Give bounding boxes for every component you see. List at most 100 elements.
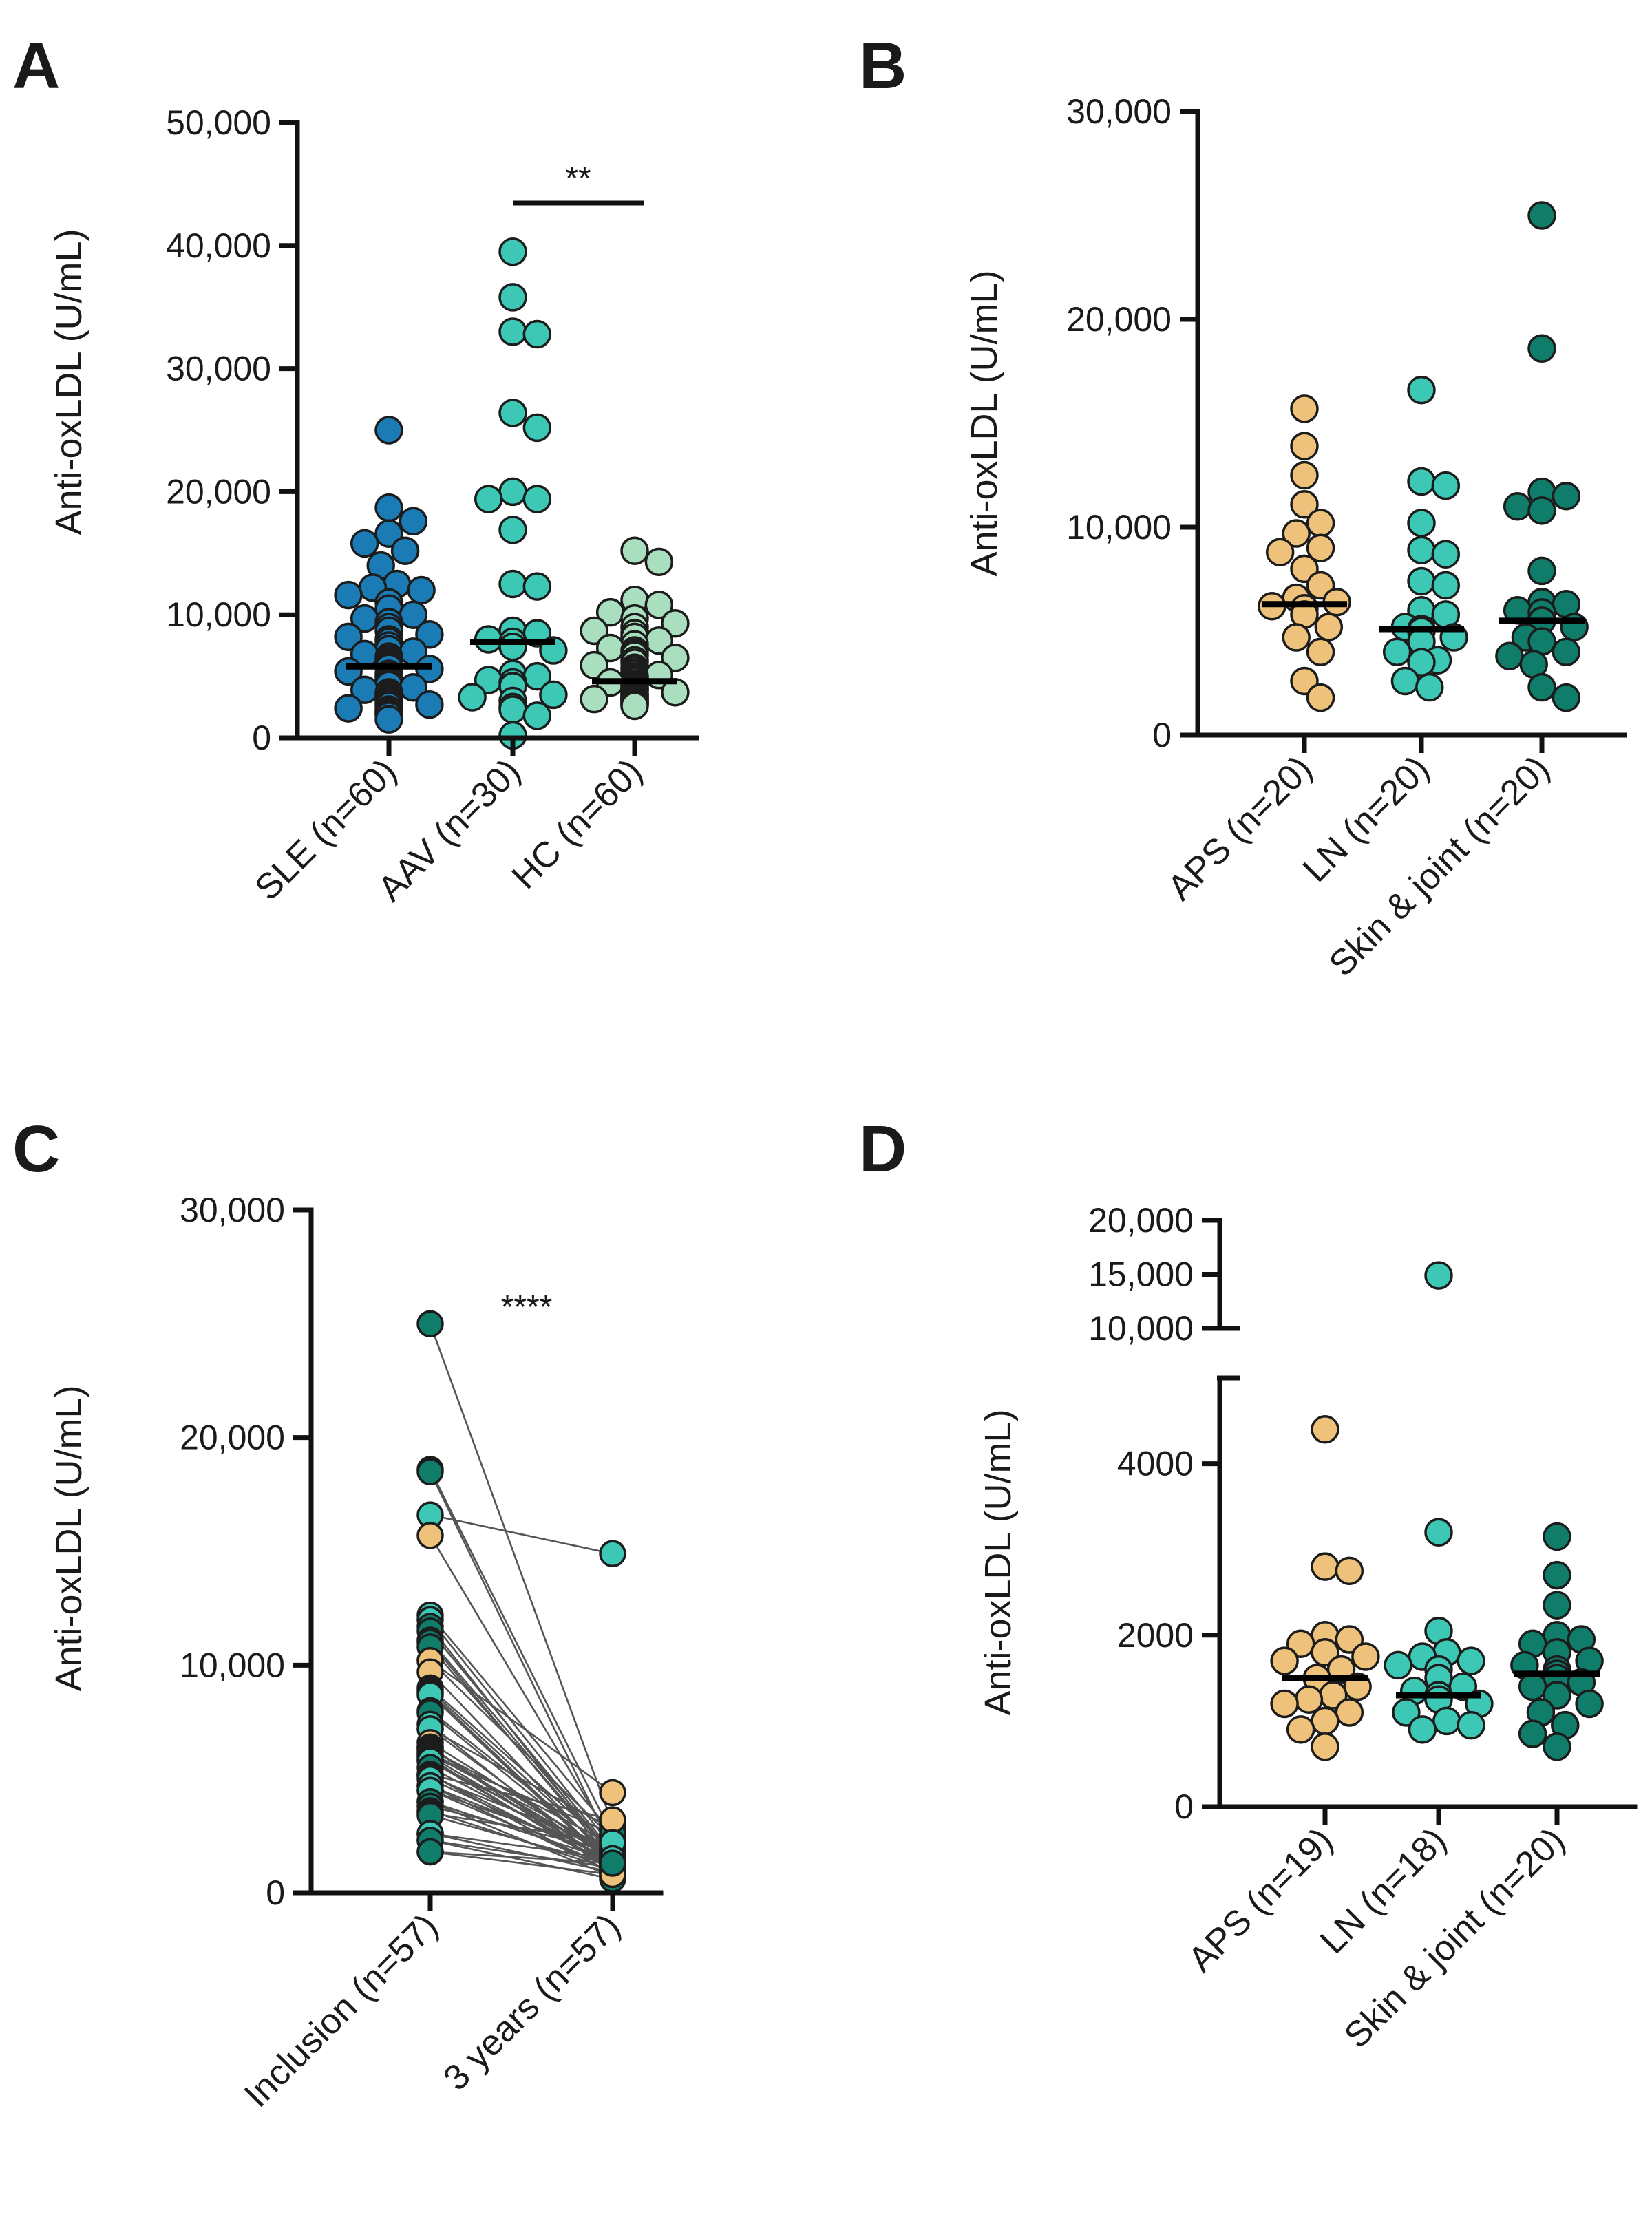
- data-point: [1270, 1646, 1299, 1675]
- data-point: [1543, 1522, 1571, 1551]
- panel-c-x-labels: Inclusion (n=57)3 years (n=57): [237, 1893, 628, 2115]
- data-point: [522, 701, 552, 730]
- data-point: [1527, 334, 1556, 363]
- data-point: [1290, 432, 1319, 460]
- pair-line: [430, 1753, 613, 1853]
- pair-line: [430, 1614, 613, 1834]
- panel-letter-b: B: [859, 29, 907, 103]
- data-point: [498, 569, 527, 599]
- pair-line: [430, 1766, 613, 1862]
- data-point: [661, 608, 690, 638]
- data-point: [1407, 566, 1436, 596]
- data-point: [1286, 1715, 1315, 1744]
- data-point: [1335, 1698, 1364, 1727]
- data-point: [1552, 637, 1581, 666]
- pair-line: [430, 1514, 613, 1555]
- data-point-inclusion: [416, 1310, 444, 1338]
- data-point: [1382, 637, 1412, 666]
- panel-d: D Anti-oxLDL (U/mL) 0 2000 4000 10,000 15,00…: [859, 1112, 1638, 2056]
- data-point: [1265, 538, 1295, 566]
- data-point: [522, 413, 552, 443]
- data-point-3-years: [599, 1540, 626, 1568]
- pair-line: [430, 1832, 613, 1873]
- data-point: [1282, 519, 1311, 548]
- panel-a-y-ticks: 0 10,000 20,000 30,000 40,000 50,000: [166, 103, 297, 757]
- data-point: [644, 547, 674, 577]
- pair-line: [430, 1814, 613, 1867]
- data-point: [1431, 571, 1461, 600]
- data-point: [1314, 613, 1344, 641]
- data-point: [1543, 1591, 1571, 1620]
- data-point: [1527, 201, 1556, 230]
- data-point: [474, 485, 503, 513]
- data-point: [1495, 641, 1524, 670]
- data-point-3-years: [599, 1806, 626, 1834]
- panel-b-axes: [1195, 109, 1627, 738]
- panel-b-x-labels: APS (n=20)LN (n=20)Skin & joint (n=20): [1160, 735, 1557, 984]
- data-point: [458, 683, 487, 712]
- data-point: [522, 319, 552, 349]
- y-tick-label: 40,000: [166, 226, 271, 265]
- pair-line: [429, 1469, 614, 1836]
- panel-c-points: [416, 1310, 626, 1893]
- panel-c-y-label: Anti-oxLDL (U/mL): [48, 1385, 89, 1691]
- x-tick-label: APS (n=20): [1160, 748, 1320, 908]
- data-point: [498, 516, 527, 544]
- data-point: [1407, 467, 1436, 496]
- data-point-inclusion: [416, 1838, 444, 1866]
- data-point: [374, 519, 403, 548]
- data-point: [1407, 535, 1436, 564]
- y-tick-label: 0: [266, 1873, 285, 1912]
- data-point-3-years: [599, 1849, 626, 1877]
- data-point: [374, 493, 403, 522]
- pair-line: [430, 1710, 613, 1855]
- data-point: [1351, 1642, 1380, 1671]
- data-point: [1543, 1681, 1571, 1710]
- x-tick-label: Skin & joint (n=20): [1322, 748, 1557, 984]
- pair-line: [430, 1801, 613, 1862]
- pair-line: [430, 1760, 613, 1858]
- data-point: [1415, 672, 1444, 702]
- data-point: [1407, 648, 1436, 677]
- pair-line: [429, 1630, 614, 1853]
- data-point: [1552, 481, 1581, 511]
- data-point: [1290, 394, 1319, 423]
- panel-letter-c: C: [12, 1112, 60, 1186]
- data-point-3-years: [599, 1779, 626, 1807]
- x-tick-label: Skin & joint (n=20): [1337, 1820, 1572, 2055]
- data-point: [1270, 1689, 1299, 1719]
- y-tick-label: 20,000: [1066, 300, 1172, 339]
- y-tick-label: 4000: [1117, 1445, 1194, 1483]
- y-tick-label: 30,000: [180, 1191, 285, 1229]
- data-point: [415, 690, 444, 719]
- data-point: [1306, 509, 1335, 538]
- data-point: [1424, 1518, 1453, 1547]
- data-point: [498, 317, 527, 346]
- data-point: [644, 591, 674, 619]
- panel-d-medians: [1282, 1670, 1600, 1699]
- panel-b-y-label: Anti-oxLDL (U/mL): [964, 270, 1005, 576]
- data-point: [1527, 496, 1556, 525]
- data-point: [1431, 471, 1461, 500]
- data-point: [1518, 1672, 1547, 1701]
- pair-line: [430, 1839, 613, 1880]
- y-tick-label: 30,000: [166, 350, 271, 388]
- data-point: [1552, 683, 1581, 712]
- data-point: [580, 616, 608, 646]
- pair-line: [430, 1851, 613, 1865]
- x-tick-label: APS (n=19): [1180, 1820, 1340, 1979]
- data-point: [1311, 1706, 1339, 1736]
- data-point: [1424, 1261, 1453, 1290]
- data-point: [1457, 1646, 1485, 1675]
- data-point: [415, 620, 444, 649]
- pair-line: [430, 1832, 613, 1860]
- data-point: [620, 691, 649, 721]
- y-tick-label: 15,000: [1088, 1255, 1194, 1294]
- data-point: [1431, 540, 1461, 569]
- data-point: [1575, 1689, 1604, 1719]
- data-point: [374, 705, 403, 734]
- pair-line: [430, 1773, 613, 1821]
- panel-d-axes: [1217, 1218, 1638, 1809]
- data-point: [1311, 1415, 1339, 1444]
